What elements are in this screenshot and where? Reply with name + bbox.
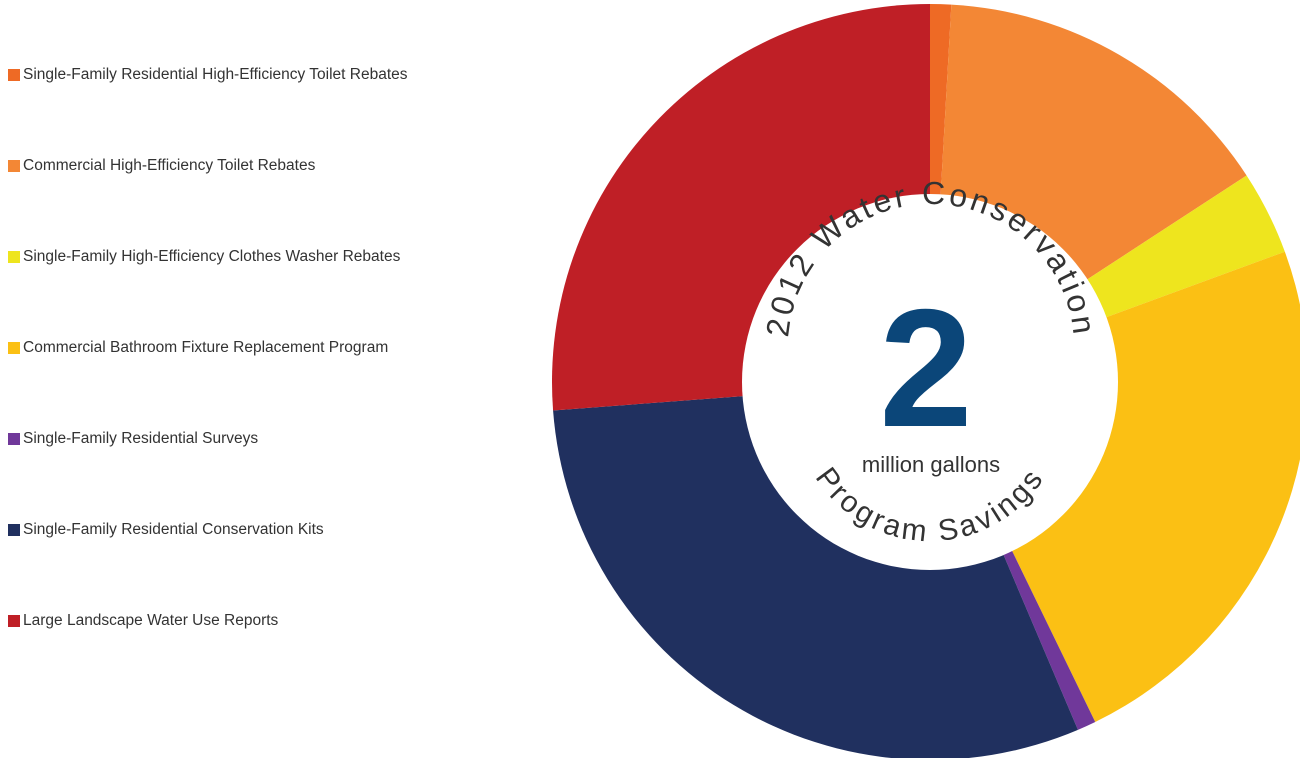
legend-swatch (8, 524, 20, 536)
legend-label: Single-Family Residential High-Efficienc… (23, 66, 408, 83)
legend-item: Single-Family Residential Conservation K… (8, 519, 548, 541)
legend-swatch (8, 69, 20, 81)
legend-swatch (8, 251, 20, 263)
legend-label: Commercial High-Efficiency Toilet Rebate… (23, 157, 316, 174)
legend-item: Single-Family Residential High-Efficienc… (8, 64, 548, 86)
legend-item: Large Landscape Water Use Reports (8, 610, 548, 632)
chart-legend: Single-Family Residential High-Efficienc… (8, 64, 548, 632)
legend-item: Commercial High-Efficiency Toilet Rebate… (8, 155, 548, 177)
center-value: 2 (879, 274, 972, 462)
legend-label: Single-Family Residential Surveys (23, 430, 259, 447)
legend-label: Single-Family High-Efficiency Clothes Wa… (23, 248, 401, 265)
legend-label: Large Landscape Water Use Reports (23, 612, 279, 629)
legend-swatch (8, 615, 20, 627)
legend-swatch (8, 342, 20, 354)
legend-item: Single-Family Residential Surveys (8, 428, 548, 450)
donut-hole (742, 194, 1118, 570)
center-unit: million gallons (862, 452, 1000, 477)
legend-swatch (8, 433, 20, 445)
legend-item: Commercial Bathroom Fixture Replacement … (8, 337, 548, 359)
legend-item: Single-Family High-Efficiency Clothes Wa… (8, 246, 548, 268)
legend-swatch (8, 160, 20, 172)
legend-label: Commercial Bathroom Fixture Replacement … (23, 339, 389, 356)
legend-label: Single-Family Residential Conservation K… (23, 521, 324, 538)
